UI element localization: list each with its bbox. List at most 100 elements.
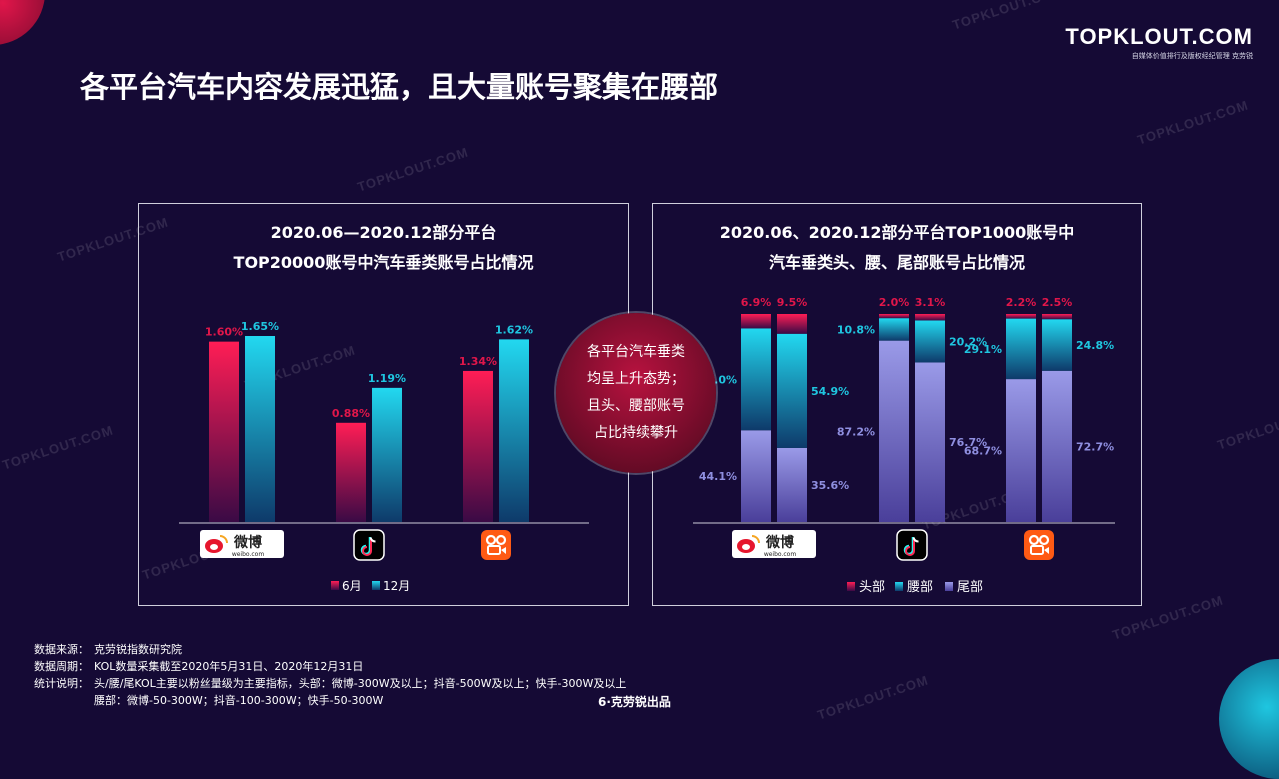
segment-value-label: 2.2% [1006, 296, 1037, 309]
summary-text: 各平台汽车垂类 均呈上升态势； 且头、腰部账号 占比持续攀升 [574, 339, 698, 447]
bar-segment-waist [915, 320, 945, 363]
kuaishou-logo-icon [1044, 547, 1049, 554]
chart-panel-right: 2020.06、2020.12部分平台TOP1000账号中 汽车垂类头、腰、尾部… [652, 203, 1142, 606]
kuaishou-logo-icon [495, 534, 507, 546]
note-text: 头/腰/尾KOL主要以粉丝量级为主要指标，头部：微博-300W及以上；抖音-50… [94, 677, 627, 690]
weibo-logo-icon [210, 544, 218, 550]
segment-value-label: 35.6% [811, 479, 849, 492]
corner-decoration [1219, 659, 1279, 779]
weibo-logo-label: 微博 [233, 534, 262, 551]
bar-segment-tail [915, 362, 945, 522]
page-number: 6·克劳锐出品 [598, 695, 671, 709]
weibo-logo-icon [742, 544, 750, 550]
legend-swatch-jun [331, 581, 339, 590]
bar-segment-head [1042, 314, 1072, 320]
kuaishou-logo-icon [501, 547, 506, 554]
bar-segment-waist [741, 328, 771, 431]
summary-line: 均呈上升态势； [587, 371, 685, 387]
kuaishou-logo-icon [1030, 545, 1044, 555]
bar-segment-tail [741, 430, 771, 522]
bar-dec [245, 336, 275, 522]
watermark: TOPKLOUT.COM [0, 422, 116, 473]
summary-circle: 各平台汽车垂类 均呈上升态势； 且头、腰部账号 占比持续攀升 [556, 313, 716, 473]
segment-value-label: 72.7% [1076, 440, 1114, 453]
segment-value-label: 54.9% [811, 385, 849, 398]
bar-value-label: 1.62% [495, 323, 533, 336]
douyin-logo-icon [362, 538, 372, 556]
kuaishou-logo-icon [1038, 534, 1050, 546]
legend-swatch [895, 582, 903, 591]
bar-value-label: 0.88% [332, 407, 370, 420]
bar-segment-tail [879, 340, 909, 522]
bar-value-label: 1.34% [459, 355, 497, 368]
brand-logo: TOPKLOUT.COM 自媒体价值排行及版权经纪管理 克劳锐 [1065, 26, 1253, 61]
chart-panel-left: 2020.06—2020.12部分平台 TOP20000账号中汽车垂类账号占比情… [138, 203, 629, 606]
period-label: 数据周期： [34, 660, 89, 673]
logo-wordmark: TOPKLOUT.COM [1065, 24, 1253, 49]
legend-swatch-dec [372, 581, 380, 590]
segment-value-label: 2.5% [1042, 296, 1073, 309]
source-label: 数据来源： [34, 643, 89, 656]
legend-label-jun: 6月 [342, 579, 362, 593]
source-text: 克劳锐指数研究院 [94, 643, 182, 656]
legend-label-dec: 12月 [383, 579, 410, 593]
segment-value-label: 29.1% [964, 343, 1002, 356]
bar-value-label: 1.19% [368, 372, 406, 385]
bar-segment-waist [777, 333, 807, 448]
segment-value-label: 6.9% [741, 296, 772, 309]
weibo-logo-sub: weibo.com [232, 551, 265, 558]
weibo-logo-label: 微博 [765, 534, 794, 551]
note-label: 统计说明： [34, 677, 89, 690]
legend-label: 腰部 [907, 580, 933, 595]
segment-value-label: 44.1% [699, 470, 737, 483]
segment-value-label: 9.5% [777, 296, 808, 309]
douyin-logo-icon [369, 537, 376, 543]
page-title: 各平台汽车内容发展迅猛，且大量账号聚集在腰部 [80, 70, 719, 104]
segment-value-label: 87.2% [837, 425, 875, 438]
note-text: 腰部：微博-50-300W；抖音-100-300W；快手-50-300W [94, 694, 384, 707]
segment-value-label: 68.7% [964, 445, 1002, 458]
summary-line: 占比持续攀升 [594, 425, 678, 441]
bar-value-label: 1.60% [205, 326, 243, 339]
segment-value-label: 20.2% [949, 335, 987, 348]
logo-tagline: 自媒体价值排行及版权经纪管理 克劳锐 [1131, 52, 1253, 60]
watermark: TOPKLOUT.COM [815, 672, 931, 723]
legend-label: 尾部 [957, 580, 983, 595]
bar-segment-head [1006, 314, 1036, 319]
segment-value-label: 76.7% [949, 436, 987, 449]
bar-segment-head [777, 314, 807, 334]
bar-segment-waist [879, 318, 909, 341]
kuaishou-logo-icon [487, 545, 501, 555]
weibo-logo-sub: weibo.com [764, 551, 797, 558]
segment-value-label: 10.8% [837, 323, 875, 336]
bar-segment-tail [777, 447, 807, 522]
bar-value-label: 1.65% [241, 320, 279, 333]
legend-label: 头部 [859, 580, 885, 595]
footnotes: 数据来源： 克劳锐指数研究院 数据周期： KOL数量采集截至2020年5月31日、2… [34, 641, 626, 709]
watermark: TOPKLOUT.COM [950, 0, 1066, 33]
watermark: TOPKLOUT.COM [1215, 402, 1279, 453]
chart-title-line: TOP20000账号中汽车垂类账号占比情况 [233, 253, 534, 272]
chart-title-line: 汽车垂类头、腰、尾部账号占比情况 [768, 253, 1025, 272]
kuaishou-logo-icon [485, 534, 497, 546]
legend-swatch [945, 582, 953, 591]
weibo-logo-icon [751, 535, 760, 544]
chart-right-svg: 6.9%49.0%44.1%9.5%54.9%35.6%2.0%10.8%87.… [693, 296, 1115, 595]
chart-left-svg: 1.60%1.65% 0.88% 1.19% 1.34% 1.62% 微博weibo.co… [179, 320, 589, 593]
watermark: TOPKLOUT.COM [1135, 97, 1251, 148]
segment-value-label: 2.0% [879, 296, 910, 309]
weibo-logo-icon [219, 535, 228, 544]
bar-segment-tail [1042, 370, 1072, 522]
chart-title-line: 2020.06—2020.12部分平台 [270, 223, 497, 242]
bar-jun [463, 370, 493, 522]
period-text: KOL数量采集截至2020年5月31日、2020年12月31日 [94, 660, 364, 673]
bar-jun [336, 422, 366, 522]
chart-title-line: 2020.06、2020.12部分平台TOP1000账号中 [719, 223, 1075, 242]
bar-segment-waist [1006, 318, 1036, 380]
summary-line: 各平台汽车垂类 [587, 344, 685, 360]
bar-dec [499, 339, 529, 522]
summary-line: 且头、腰部账号 [587, 398, 685, 414]
bar-segment-head [915, 314, 945, 321]
chart-title-left: 2020.06—2020.12部分平台 TOP20000账号中汽车垂类账号占比情… [139, 218, 628, 278]
bar-segment-waist [1042, 319, 1072, 371]
